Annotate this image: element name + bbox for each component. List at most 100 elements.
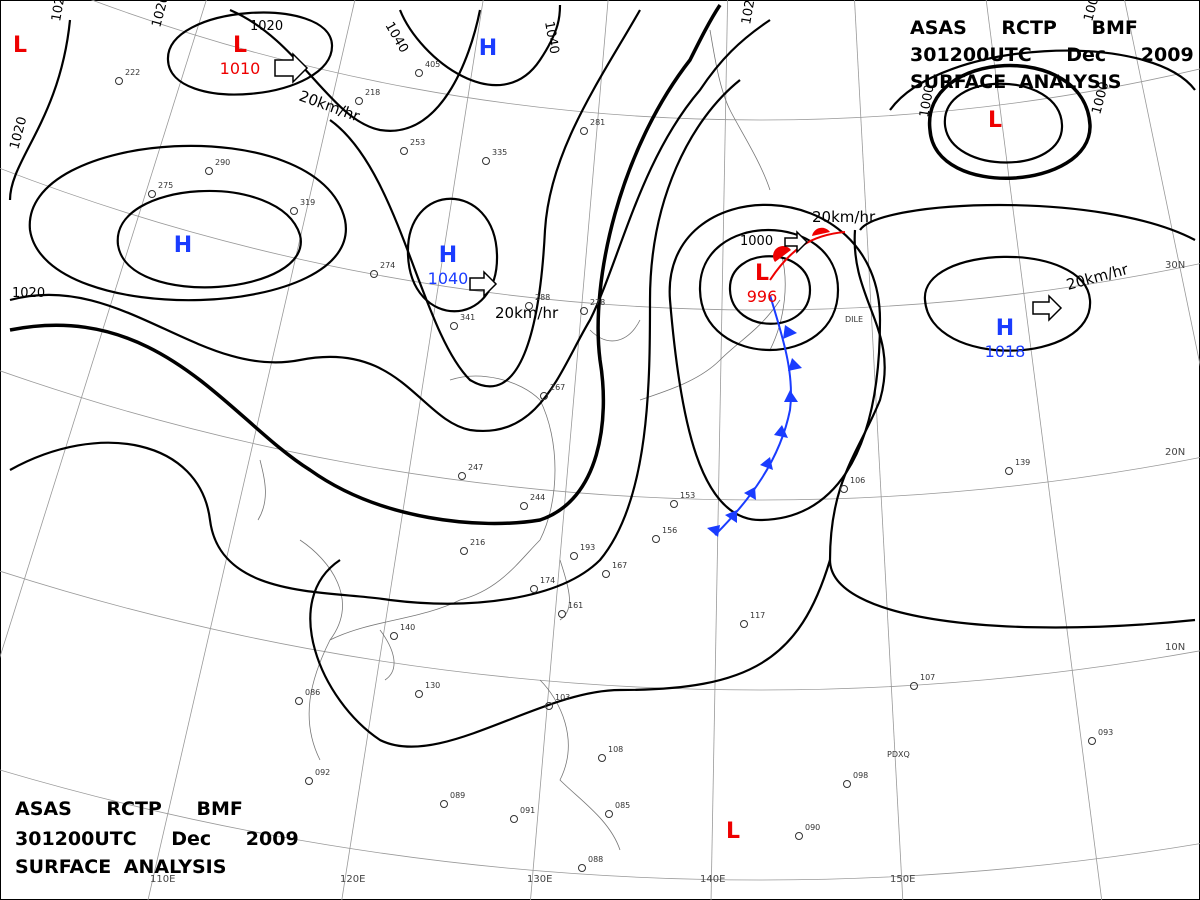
footer-line: SURFACE ANALYSIS [15, 856, 226, 878]
longitude-label: 120E [340, 874, 365, 885]
isobar-label: 1020 [12, 286, 45, 301]
coastline [257, 29, 786, 521]
wind-label: 20km/hr [495, 304, 559, 322]
longitude-label: 110E [150, 874, 175, 885]
station-value: 090 [805, 823, 820, 832]
isobar-label: 1020 [49, 0, 70, 23]
station-value: 153 [680, 491, 695, 500]
station-value: 341 [460, 313, 475, 322]
pressure-center: H [174, 233, 192, 258]
station-marker [520, 502, 528, 510]
pressure-center: L [233, 33, 247, 58]
station-value: 107 [920, 673, 935, 682]
meridian [985, 0, 1103, 900]
station-value: 108 [608, 745, 623, 754]
station-marker [530, 585, 538, 593]
isobar [309, 559, 832, 748]
station-value: 174 [540, 576, 555, 585]
station-value: 281 [590, 118, 605, 127]
isobar [728, 255, 812, 325]
pressure-value: 1010 [220, 59, 261, 78]
station-value: 161 [568, 601, 583, 610]
isobar [398, 4, 562, 87]
latitude-label: 10N [1165, 642, 1185, 653]
longitude-label: 130E [527, 874, 552, 885]
station-value: 085 [615, 801, 630, 810]
pressure-center: H [996, 316, 1014, 341]
station-marker [605, 810, 613, 818]
station-value: 335 [492, 148, 507, 157]
isobars [8, 4, 1196, 748]
coastline [299, 299, 781, 851]
station-marker [525, 302, 533, 310]
isobar [8, 19, 771, 433]
isobar [923, 255, 1092, 352]
pressure-value: 1018 [985, 342, 1026, 361]
isobar [329, 9, 641, 388]
footer-line: 301200UTC Dec 2009 [15, 828, 299, 850]
station-id: DILE [845, 315, 863, 324]
station-value: 244 [530, 493, 545, 502]
isobar-label: 1000 [740, 234, 773, 249]
isobar-label: 1020 [739, 0, 760, 26]
station-marker [460, 547, 468, 555]
isobar-label: 1040 [541, 20, 562, 55]
header-line: ASAS RCTP BMF [910, 17, 1138, 39]
station-marker [205, 167, 213, 175]
station-value: 275 [158, 181, 173, 190]
station-marker [305, 777, 313, 785]
station-value: 089 [450, 791, 465, 800]
pressure-center: L [13, 33, 27, 58]
station-value: 140 [400, 623, 415, 632]
pressure-center: L [755, 261, 769, 286]
station-marker [598, 754, 606, 762]
station-marker [440, 800, 448, 808]
header-line: SURFACE ANALYSIS [910, 71, 1121, 93]
station-value: 117 [750, 611, 765, 620]
station-value: 274 [380, 261, 395, 270]
meridian [710, 0, 728, 900]
motion-arrows [274, 52, 1063, 322]
station-marker [843, 780, 851, 788]
station-marker [545, 702, 553, 710]
station-value: 088 [588, 855, 603, 864]
station-marker [840, 485, 848, 493]
pressure-center: H [479, 36, 497, 61]
station-marker [370, 270, 378, 278]
station-marker [450, 322, 458, 330]
labels: ASAS RCTP BMF 301200UTC Dec 2009 SURFACE… [7, 0, 1193, 885]
station-value: 103 [555, 693, 570, 702]
station-marker [390, 632, 398, 640]
latitude-label: 30N [1165, 260, 1185, 271]
station-value: 106 [850, 476, 865, 485]
isobar-label: 1020 [250, 19, 283, 34]
pressure-center: L [988, 108, 1002, 133]
station-value: 091 [520, 806, 535, 815]
isobar [166, 11, 334, 96]
meridian [341, 0, 484, 900]
station-marker [578, 864, 586, 872]
station-value: 098 [853, 771, 868, 780]
station-marker [400, 147, 408, 155]
station-value: 139 [1015, 458, 1030, 467]
station-value: 267 [550, 383, 565, 392]
station-marker [670, 500, 678, 508]
station-marker [740, 620, 748, 628]
station-marker [148, 190, 156, 198]
pressure-value: 996 [747, 287, 778, 306]
meridian [1124, 0, 1200, 367]
isobar [28, 144, 347, 302]
station-marker [580, 307, 588, 315]
station-value: 086 [305, 688, 320, 697]
station-marker [570, 552, 578, 560]
station-id: PDXQ [887, 750, 910, 759]
station-marker [1005, 467, 1013, 475]
station-value: 278 [590, 298, 605, 307]
station-marker [355, 97, 363, 105]
station-value: 092 [315, 768, 330, 777]
footer-line: ASAS RCTP BMF [15, 798, 243, 820]
station-marker [482, 157, 490, 165]
isobar [406, 197, 499, 313]
